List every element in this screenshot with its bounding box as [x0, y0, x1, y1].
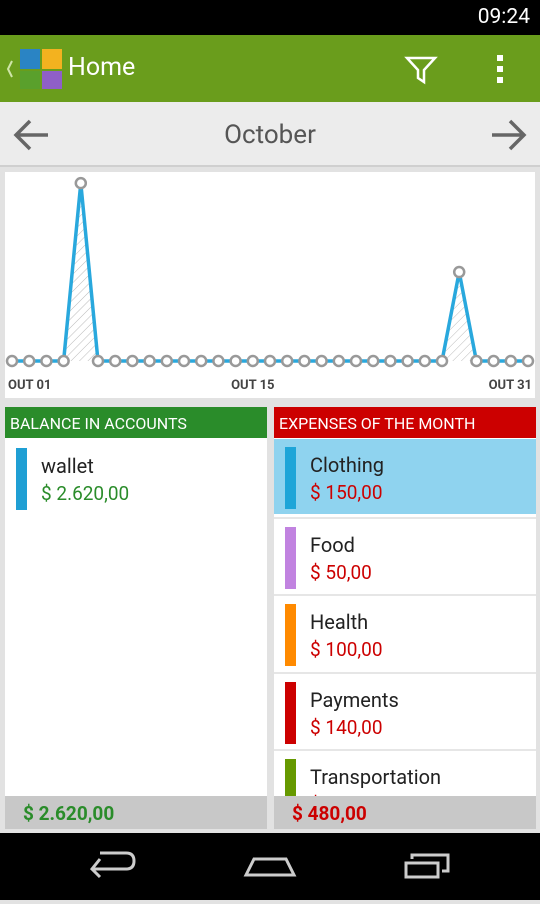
- point: [487, 354, 500, 368]
- point: [384, 354, 397, 368]
- home-button[interactable]: [243, 857, 297, 877]
- point: [401, 354, 414, 368]
- item-amount: $ 2.620,00: [41, 482, 130, 505]
- point: [177, 354, 191, 368]
- point: [194, 354, 208, 368]
- x-tick-label: OUT 15: [231, 378, 274, 393]
- item-name: Payments: [310, 687, 399, 712]
- point: [332, 354, 346, 368]
- app-icon[interactable]: [4, 47, 64, 91]
- point: [126, 354, 139, 368]
- next-month[interactable]: [488, 118, 528, 152]
- point: [280, 354, 294, 368]
- point: [22, 354, 36, 368]
- list-item[interactable]: Food $ 50,00: [274, 516, 536, 592]
- nav-buttons: [89, 851, 450, 879]
- point: [143, 354, 156, 368]
- item-name: Food: [310, 532, 355, 557]
- app-title: Home: [68, 53, 136, 82]
- point: [435, 354, 449, 368]
- item-amount: $ 100,00: [310, 638, 383, 661]
- point: [349, 354, 363, 368]
- point: [470, 354, 483, 368]
- point: [108, 354, 122, 368]
- point: [521, 354, 535, 368]
- item-name: Transportation: [310, 765, 442, 789]
- chart: OUT 01 OUT 15 OUT 31: [5, 172, 535, 398]
- list-item[interactable]: wallet $ 2.620,00: [5, 440, 267, 515]
- point: [160, 354, 174, 368]
- x-tick-label: OUT 01: [8, 378, 51, 393]
- expenses-panel: EXPENSES OF THE MONTH Clothing $ 150,00 Fo…: [274, 407, 536, 829]
- item-name: Clothing: [310, 453, 384, 477]
- item-amount: $ 150,00: [310, 481, 383, 504]
- back-button[interactable]: [89, 851, 136, 879]
- item-amount: $ 140,00: [310, 715, 383, 739]
- expenses-total: $ 480,00: [274, 796, 536, 829]
- point: [263, 354, 277, 368]
- point: [504, 354, 518, 368]
- color-bar: [285, 604, 296, 666]
- point: [5, 354, 19, 368]
- item-name: wallet: [41, 454, 94, 478]
- point: [298, 354, 311, 368]
- color-bar: [285, 759, 296, 821]
- list-item[interactable]: Payments $ 140,00: [274, 671, 536, 747]
- item-name: Health: [310, 610, 369, 634]
- point: [212, 354, 225, 368]
- color-bar: [285, 681, 296, 744]
- filter-button[interactable]: [404, 55, 440, 85]
- menu-button[interactable]: [492, 53, 508, 85]
- color-bar: [285, 526, 296, 589]
- balance-panel: BALANCE IN ACCOUNTS wallet $ 2.620,00 $ 2…: [5, 407, 267, 829]
- point: [246, 354, 260, 368]
- point: [74, 176, 88, 190]
- point: [366, 354, 380, 368]
- app-bar: Home: [0, 35, 540, 102]
- point: [315, 354, 328, 368]
- month-label: October: [224, 120, 316, 150]
- point: [40, 354, 53, 368]
- point: [418, 354, 432, 368]
- balance-total: $ 2.620,00: [5, 796, 267, 829]
- panel-header: BALANCE IN ACCOUNTS: [5, 407, 267, 438]
- point: [91, 354, 105, 368]
- clock: 09:24: [477, 5, 530, 29]
- list-item[interactable]: Clothing $ 150,00: [274, 439, 536, 514]
- point: [229, 354, 242, 368]
- list-item[interactable]: Health $ 100,00: [274, 594, 536, 669]
- item-amount: $ 50,00: [310, 560, 372, 584]
- panel-header: EXPENSES OF THE MONTH: [274, 407, 536, 438]
- prev-month[interactable]: [12, 118, 52, 152]
- point: [57, 354, 70, 368]
- month-nav: October: [0, 102, 540, 167]
- recents-button[interactable]: [404, 853, 450, 879]
- color-bar: [16, 448, 27, 510]
- nav-bar: [0, 833, 540, 900]
- status-bar: 09:24: [0, 0, 540, 35]
- color-bar: [285, 447, 296, 509]
- x-tick-label: OUT 31: [489, 378, 532, 393]
- point: [452, 265, 466, 279]
